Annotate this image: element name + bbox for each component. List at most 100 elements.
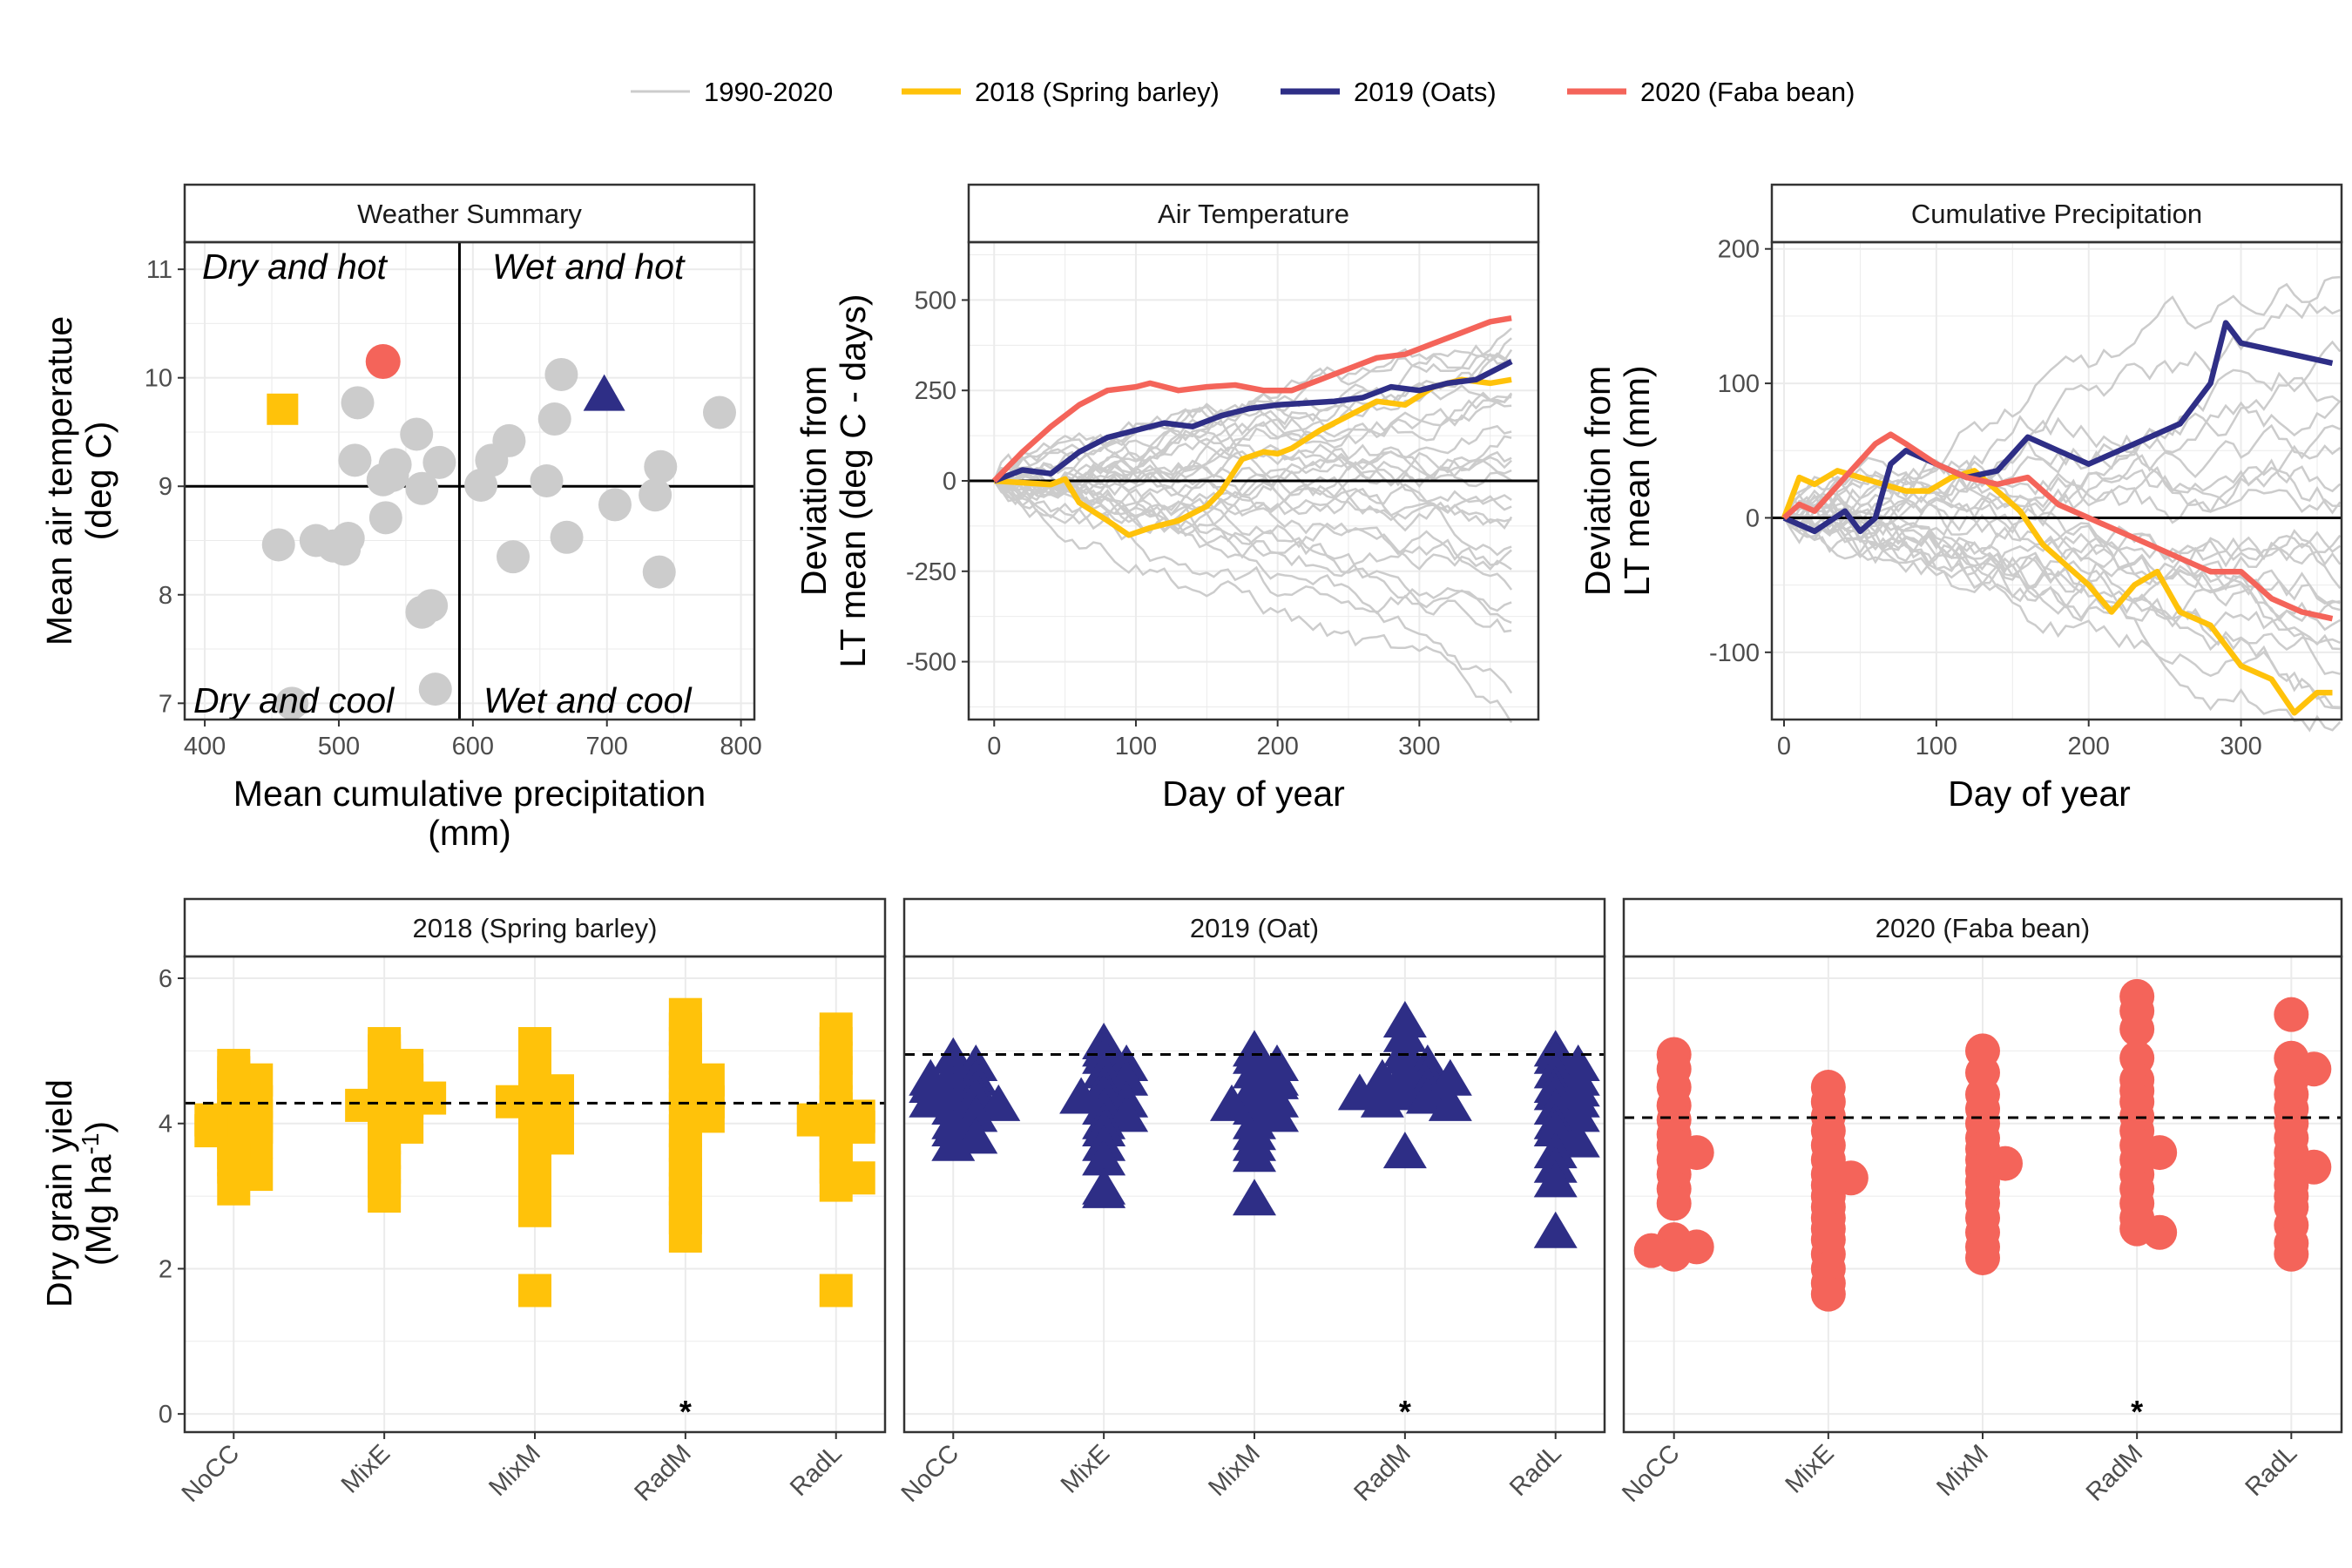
precipitation-series-lines (1772, 320, 2342, 716)
weather-summary-ytick-label: 9 (159, 473, 172, 501)
yield-2018-point (368, 1179, 402, 1213)
yield-2019-significance-star: * (1399, 1394, 1411, 1429)
precipitation-ytick-label: -100 (1709, 639, 1760, 667)
yield-2020-point (1656, 1186, 1692, 1221)
legend: 1990-2020 2018 (Spring barley) 2019 (Oat… (631, 77, 1855, 107)
historic-year-point (644, 449, 678, 483)
yield-2018-ytick-label: 0 (159, 1401, 172, 1429)
yield-2020-point (1988, 1146, 2023, 1181)
yield-2020-point (2296, 1149, 2332, 1185)
air-temperature-historic-line (993, 344, 1513, 486)
historic-year-point (415, 589, 449, 623)
precipitation-historic-line (1783, 275, 2341, 521)
historic-year-point (537, 402, 571, 436)
yield-2019-point (1233, 1135, 1276, 1173)
yield-2018-point (413, 1081, 447, 1115)
historic-year-point (464, 468, 498, 502)
yield-2019-point (1428, 1058, 1472, 1096)
precipitation-historic-line (1783, 340, 2342, 519)
yield-2020-point (1965, 1240, 2000, 1275)
precipitation-historic-line (1783, 494, 2342, 569)
precipitation-historic-line (1783, 513, 2342, 733)
yield-2020-point (2274, 1236, 2309, 1272)
air-temperature-xtick-label: 100 (1115, 733, 1157, 760)
highlight-point-2019 (583, 374, 625, 411)
weather-summary-ytick-label: 7 (159, 690, 172, 718)
weather-summary-xtick-label: 700 (586, 733, 628, 760)
air-temperature-series-lines (969, 314, 1538, 538)
air-temperature-strip (967, 183, 1540, 244)
legend-label-barley: 2018 (Spring barley) (975, 77, 1220, 107)
weather-summary-title: Weather Summary (357, 199, 582, 229)
weather-summary-ytick-label: 10 (145, 365, 172, 393)
historic-year-point (530, 464, 564, 497)
weather-summary-ytick-label: 11 (146, 256, 172, 284)
air-temperature-ticks: 500 250 0 -250 -500 0 100 200 300 (906, 287, 1441, 760)
precipitation-xtick-label: 300 (2220, 733, 2261, 760)
yield-2018-points: * (185, 997, 885, 1429)
historic-year-point (341, 386, 375, 420)
air-temperature-ylabel: Deviation fromLT mean (deg C - days) (794, 294, 873, 667)
yield-2018-ytick-label: 2 (159, 1255, 172, 1283)
weather-summary-strip (183, 183, 756, 244)
yield-2018-point (819, 1274, 853, 1308)
yield-2020-strip (1622, 897, 2343, 958)
historic-year-point (331, 522, 365, 556)
historic-year-point (418, 672, 452, 706)
historic-year-point (497, 540, 531, 574)
yield-2019-point (1533, 1160, 1578, 1198)
precipitation-historic-line (1783, 508, 2342, 563)
quadrant-label-wet-hot: Wet and hot (492, 247, 686, 287)
historic-year-point (368, 501, 402, 535)
air-temperature-xtick-label: 300 (1398, 733, 1440, 760)
yield-2019-point (1082, 1167, 1126, 1205)
yield-2018-point (668, 1219, 702, 1253)
precipitation-xlabel: Day of year (1948, 774, 2131, 814)
legend-label-oats: 2019 (Oats) (1354, 77, 1497, 107)
yield-ylabel: Dry grain yield(Mg ha-1) (39, 1079, 118, 1308)
historic-year-point (492, 423, 526, 457)
legend-label-historic: 1990-2020 (704, 77, 833, 107)
yield-2020-point (1679, 1135, 1714, 1171)
historic-year-point (275, 686, 309, 720)
yield-2018-point (518, 1193, 551, 1227)
air-temperature-historic-line (993, 352, 1512, 482)
yield-2020-point (1833, 1160, 1869, 1196)
air-temperature-historic-line (994, 471, 1512, 624)
air-temperature-xtick-label: 200 (1256, 733, 1298, 760)
yield-2019-point (1059, 1077, 1104, 1114)
air-temperature-historic-line (993, 391, 1512, 486)
air-temperature-historic-line (993, 472, 1513, 694)
yield-2019-point (1210, 1084, 1254, 1121)
precipitation-ytick-label: 100 (1718, 370, 1760, 398)
historic-year-point (642, 555, 676, 589)
quadrant-label-dry-cool: Dry and cool (193, 680, 395, 720)
yield-2019-point (931, 1124, 976, 1161)
weather-summary-xtick-label: 800 (720, 733, 761, 760)
precipitation-series-line (1782, 320, 2334, 535)
yield-2019-point (909, 1058, 953, 1096)
precipitation-historic-line (1783, 376, 2342, 524)
air-temperature-ytick-label: -500 (906, 649, 956, 677)
weather-summary-xtick-label: 500 (318, 733, 360, 760)
yield-2018-title: 2018 (Spring barley) (413, 913, 658, 943)
precipitation-panel: Cumulative Precipitation 200 100 0 -100 0 100… (1578, 183, 2343, 814)
air-temperature-historic-line (993, 478, 1512, 571)
yield-2019-title: 2019 (Oat) (1190, 913, 1319, 943)
precipitation-historic-lines (1782, 275, 2342, 733)
yield-2018-point (518, 1274, 551, 1308)
yield-2019-point (1533, 1211, 1578, 1248)
yield-2020-point (2142, 1214, 2178, 1250)
historic-year-point (639, 478, 672, 512)
precipitation-historic-line (1783, 517, 2341, 708)
yield-2019-point (1533, 1110, 1578, 1147)
precipitation-title: Cumulative Precipitation (1911, 199, 2202, 229)
historic-year-point (338, 443, 372, 477)
yield-2018-panel: * 2018 (Spring barley) NoCC MixE MixM RadM R… (159, 897, 887, 1508)
yield-2019-points: * (904, 1001, 1605, 1429)
precipitation-strip (1770, 183, 2343, 244)
yield-2019-point (1382, 1132, 1427, 1169)
air-temperature-historic-line (993, 480, 1512, 612)
yield-2019-point (1556, 1070, 1600, 1107)
